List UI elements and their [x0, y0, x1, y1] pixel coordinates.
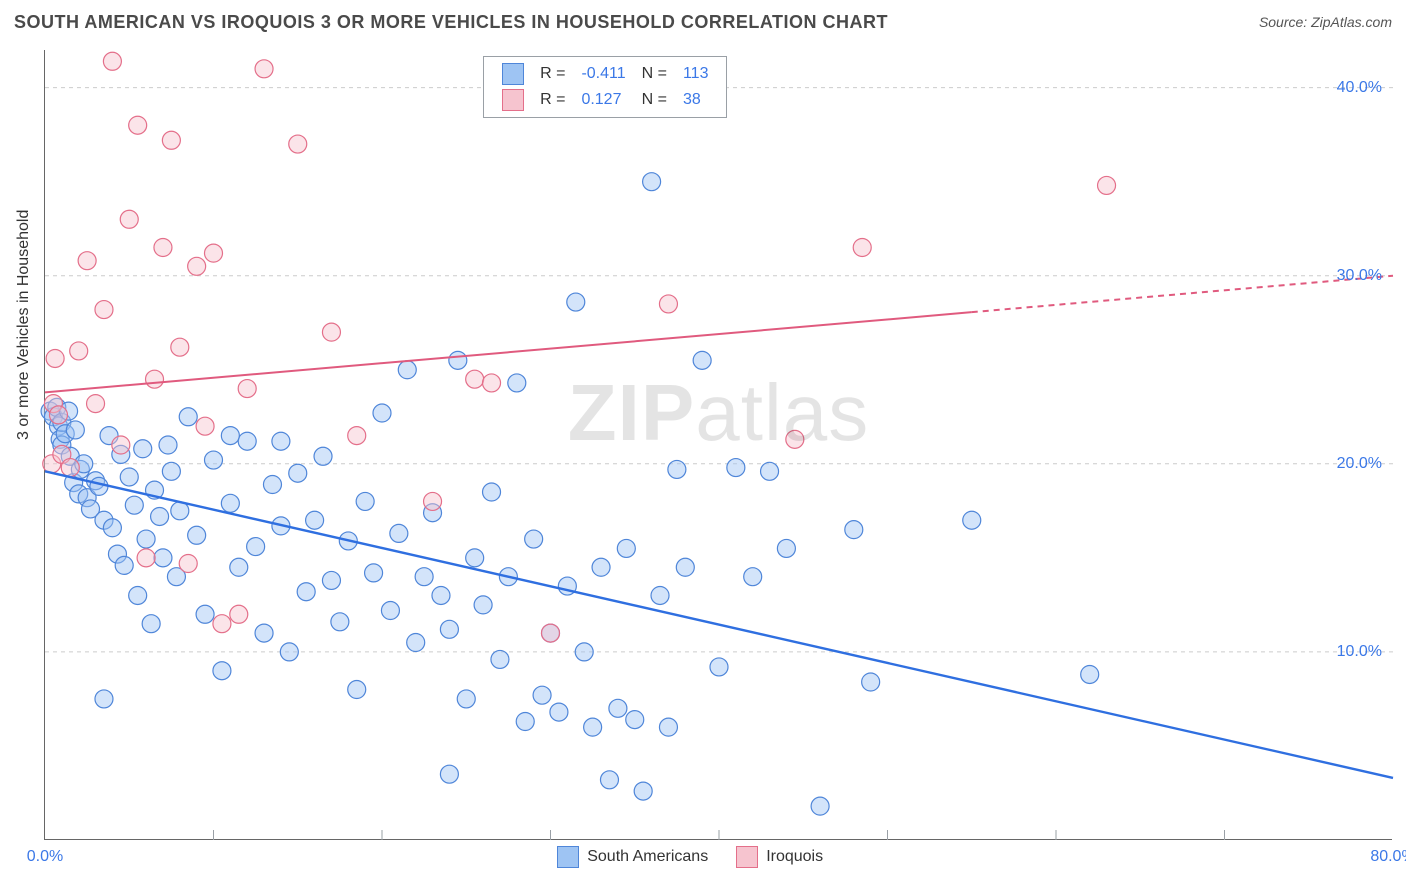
- legend-n-value-0: 113: [675, 61, 717, 87]
- legend-label-0: South Americans: [587, 848, 708, 866]
- legend-table: R = -0.411 N = 113 R = 0.127 N = 38: [494, 61, 716, 113]
- y-tick-label: 30.0%: [1337, 267, 1382, 285]
- y-tick-label: 20.0%: [1337, 455, 1382, 473]
- y-axis-label: 3 or more Vehicles in Household: [15, 210, 33, 440]
- legend-r-value-1: 0.127: [573, 87, 633, 113]
- legend-n-label: N =: [634, 61, 675, 87]
- y-tick-label: 40.0%: [1337, 79, 1382, 97]
- chart-title: SOUTH AMERICAN VS IROQUOIS 3 OR MORE VEH…: [14, 12, 888, 33]
- swatch-series-0: [557, 846, 579, 868]
- legend-n-value-1: 38: [675, 87, 717, 113]
- correlation-legend: R = -0.411 N = 113 R = 0.127 N = 38: [483, 56, 727, 118]
- source-attribution: Source: ZipAtlas.com: [1259, 14, 1392, 30]
- swatch-series-1: [502, 89, 524, 111]
- legend-n-label: N =: [634, 87, 675, 113]
- plot-area: ZIPatlas R = -0.411 N = 113 R = 0.127 N …: [44, 50, 1392, 840]
- legend-row-series-1: R = 0.127 N = 38: [494, 87, 716, 113]
- legend-label-1: Iroquois: [766, 848, 823, 866]
- x-tick-label: 0.0%: [27, 848, 63, 866]
- legend-r-label: R =: [532, 87, 573, 113]
- legend-item-1: Iroquois: [736, 846, 823, 868]
- legend-r-label: R =: [532, 61, 573, 87]
- legend-r-value-0: -0.411: [573, 61, 633, 87]
- legend-item-0: South Americans: [557, 846, 708, 868]
- y-tick-label: 10.0%: [1337, 643, 1382, 661]
- series-legend: South Americans Iroquois: [557, 846, 823, 868]
- scatter-svg: [45, 50, 1392, 839]
- x-tick-label: 80.0%: [1370, 848, 1406, 866]
- legend-row-series-0: R = -0.411 N = 113: [494, 61, 716, 87]
- swatch-series-1: [736, 846, 758, 868]
- header: SOUTH AMERICAN VS IROQUOIS 3 OR MORE VEH…: [0, 0, 1406, 44]
- swatch-series-0: [502, 63, 524, 85]
